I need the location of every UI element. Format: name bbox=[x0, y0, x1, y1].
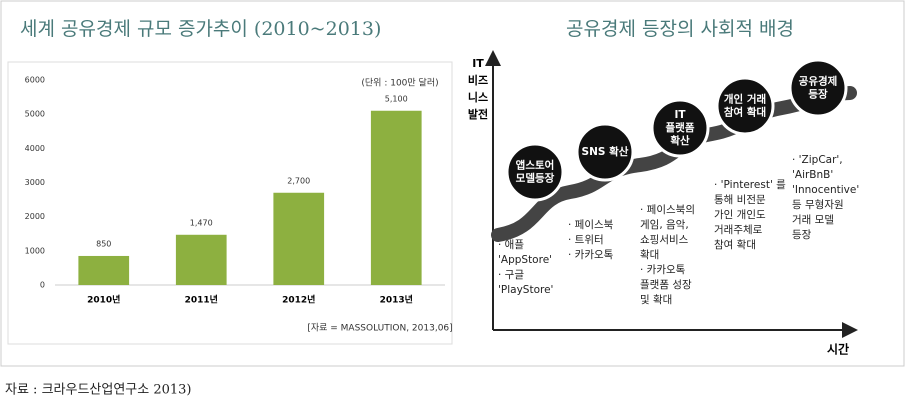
stage-note: · 카카오톡 bbox=[640, 264, 686, 276]
chart-source: [자료 = MASSOLUTION, 2013,06] bbox=[307, 323, 452, 334]
stage-note: 확대 bbox=[640, 248, 659, 261]
stage-label: SNS 확산 bbox=[582, 145, 629, 158]
y-axis-label: IT bbox=[472, 57, 484, 70]
x-tick-label: 2013년 bbox=[380, 294, 413, 306]
stage-label: 플랫폼 bbox=[666, 121, 695, 134]
stage-label: IT bbox=[674, 109, 686, 121]
stage-note: 'PlayStore' bbox=[498, 284, 553, 296]
diagram-title: 공유경제 등장의 사회적 배경 bbox=[566, 18, 794, 40]
stage-note: · 구글 bbox=[498, 269, 524, 281]
stage-note: · 트위터 bbox=[568, 233, 604, 246]
frame bbox=[0, 0, 905, 367]
stage-label: 모델등장 bbox=[516, 172, 555, 185]
bar bbox=[78, 255, 130, 285]
value-label: 2,700 bbox=[287, 176, 310, 185]
y-tick-label: 3000 bbox=[25, 178, 45, 187]
y-axis-label: 비즈 bbox=[468, 73, 488, 87]
y-tick-label: 0 bbox=[40, 281, 45, 290]
stage-note: · 'ZipCar', bbox=[792, 154, 843, 166]
value-label: 5,100 bbox=[385, 94, 408, 103]
bar bbox=[175, 234, 227, 285]
stage-bubble bbox=[715, 76, 775, 136]
stage-label: 공유경제 bbox=[799, 75, 838, 88]
y-tick-label: 5000 bbox=[25, 110, 45, 119]
value-label: 1,470 bbox=[190, 218, 213, 227]
stage-note: 가인 개인도 bbox=[714, 209, 766, 221]
stage-note: · 페이스북의 bbox=[640, 204, 695, 216]
stage-note: 플랫폼 성장 bbox=[640, 279, 692, 291]
stage-note: · 카카오톡 bbox=[568, 249, 614, 261]
stage-note: 거래주체로 bbox=[714, 224, 763, 236]
stage-label: 개인 거래 bbox=[724, 93, 766, 106]
value-label: 850 bbox=[96, 239, 111, 248]
stage-note: 'AppStore' bbox=[498, 254, 552, 266]
stage-label: 참여 확대 bbox=[724, 106, 766, 119]
stage-label: 앱스토어 bbox=[516, 159, 555, 172]
y-tick-label: 4000 bbox=[25, 144, 45, 153]
stage-note: · 'Pinterest' 를 bbox=[714, 179, 786, 191]
stage-label: 등장 bbox=[808, 88, 828, 101]
stage-note: · 애플 bbox=[498, 239, 524, 251]
stage-bubble bbox=[505, 142, 565, 202]
y-axis-label: 니스 bbox=[468, 90, 488, 104]
stage-note: 참여 확대 bbox=[714, 238, 756, 251]
x-tick-label: 2011년 bbox=[185, 294, 218, 306]
stage-note: 등 무형자원 bbox=[792, 199, 844, 211]
bar bbox=[273, 192, 325, 285]
chart-title: 세계 공유경제 규모 증가추이 (2010~2013) bbox=[20, 18, 381, 40]
unit-note: (단위 : 100만 달러) bbox=[361, 77, 438, 89]
x-tick-label: 2012년 bbox=[282, 294, 315, 306]
stage-note: 거래 모델 bbox=[792, 214, 834, 226]
stage-bubble bbox=[788, 58, 848, 118]
stage-label: 확산 bbox=[670, 134, 690, 147]
x-axis-label: 시간 bbox=[827, 342, 849, 357]
stage-note: 'AirBnB' bbox=[792, 169, 833, 181]
stage-bubble bbox=[650, 98, 710, 158]
stage-note: 'Innocentive' bbox=[792, 184, 859, 196]
x-tick-label: 2010년 bbox=[87, 294, 120, 306]
y-tick-label: 2000 bbox=[25, 212, 45, 221]
stage-bubble bbox=[575, 122, 635, 182]
stage-note: 쇼핑서비스 bbox=[640, 234, 689, 246]
caption: 자료 : 크라우드산업연구소 2013) bbox=[5, 383, 192, 398]
y-axis-label: 발전 bbox=[468, 107, 488, 121]
stage-note: 게임, 음악, bbox=[640, 218, 689, 231]
stage-note: 통해 비전문 bbox=[714, 193, 766, 206]
stage-note: 및 확대 bbox=[640, 293, 672, 306]
y-tick-label: 6000 bbox=[25, 76, 45, 85]
bar bbox=[370, 110, 422, 285]
y-tick-label: 1000 bbox=[25, 246, 45, 255]
stage-note: · 페이스북 bbox=[568, 219, 614, 231]
stage-note: 등장 bbox=[792, 229, 812, 241]
